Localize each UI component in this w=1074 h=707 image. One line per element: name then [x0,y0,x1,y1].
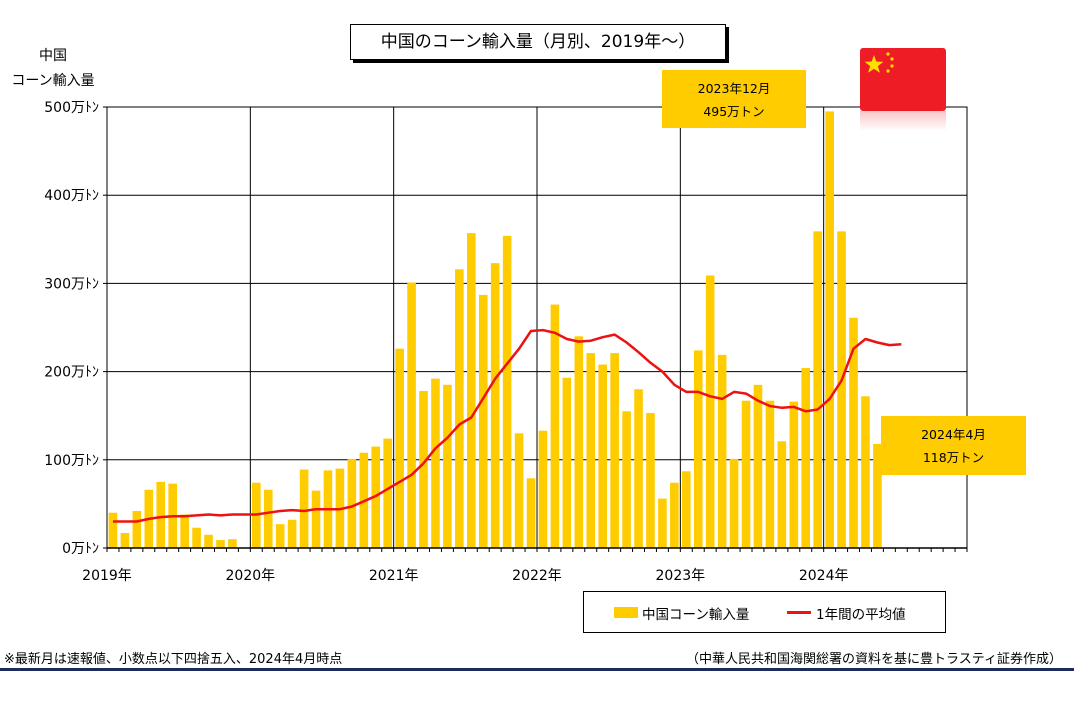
footnote-left: ※最新月は速報値、小数点以下四捨五入、2024年4月時点 [4,652,343,667]
bar [598,364,607,548]
bar [586,353,596,548]
bar [825,111,834,548]
legend-bar-label: 中国コーン輸入量 [642,607,750,623]
bar [717,354,727,548]
bar [646,413,655,548]
bar [741,400,751,548]
callout-latest-date: 2024年4月 [921,427,986,442]
bar [502,235,512,548]
bar [204,534,213,548]
bar [562,377,572,548]
bar [753,384,763,548]
bar [383,438,392,548]
axes [103,106,968,552]
bar [837,231,846,548]
bar [813,231,822,548]
bar [478,294,488,548]
bar-series [108,111,882,548]
y-tick-label: 0万ﾄﾝ [62,541,99,557]
legend: 中国コーン輸入量 1年間の平均値 [583,591,946,633]
bar [729,458,739,548]
bar [120,533,130,548]
bar [873,443,882,548]
bar [275,524,285,548]
callout-peak-date: 2023年12月 [697,81,771,96]
callout-latest-value: 118万トン [922,450,985,465]
bar [263,489,273,548]
callout-peak: 2023年12月 495万トン [662,70,806,128]
y-axis-title-line2: コーン輸入量 [11,73,95,89]
y-tick-label: 100万ﾄﾝ [44,453,99,469]
bar [801,368,811,548]
x-tick-label: 2021年 [369,568,419,584]
bottom-rule [0,668,1074,671]
callout-peak-value: 495万トン [703,104,765,119]
footnote-source: （中華人民共和国海関総署の資料を基に豊トラスティ証券作成） [686,652,1062,667]
bar [132,510,142,548]
bar [287,519,297,548]
bar [156,481,166,548]
bar [849,317,858,548]
bar [705,275,715,548]
china-flag-icon [860,48,946,111]
bar [108,512,118,548]
average-line [113,328,902,523]
x-tick-label: 2019年 [82,568,132,584]
bar [443,384,452,548]
bar [407,282,416,548]
bar [299,469,309,548]
chart-title: 中国のコーン輸入量（月別、2019年～） [350,24,726,60]
x-tick-label: 2020年 [226,568,276,584]
bar [682,471,691,548]
bar [550,304,560,548]
legend-line-label: 1年間の平均値 [816,607,906,623]
bar [419,391,428,548]
bar [526,478,536,548]
bar [670,482,679,548]
bar [180,514,189,548]
bar [395,348,404,548]
x-tick-labels: 2019年 2020年 2021年 2022年 2023年 2024年 [82,568,848,584]
bar [455,269,464,548]
bar [467,233,476,548]
y-tick-labels: 0万ﾄﾝ 100万ﾄﾝ 200万ﾄﾝ 300万ﾄﾝ 400万ﾄﾝ 500万ﾄﾝ [44,100,99,557]
bar [789,401,799,548]
average-line-series [113,328,902,523]
legend-bar-swatch [614,607,638,618]
bar [192,527,201,548]
bar [538,430,548,548]
y-tick-label: 500万ﾄﾝ [44,100,99,116]
bar [610,353,619,548]
x-tick-label: 2024年 [799,568,849,584]
y-tick-label: 400万ﾄﾝ [44,188,99,204]
bar [622,411,631,548]
callout-latest: 2024年4月 118万トン [881,416,1026,475]
bar [514,433,524,548]
bar [634,389,643,548]
y-axis-title-line1: 中国 [39,48,67,64]
y-tick-label: 200万ﾄﾝ [44,365,99,381]
bar [861,396,870,548]
bar [431,378,440,548]
bar [311,490,321,548]
flag-reflection [860,111,946,131]
bar [490,263,500,548]
bar [765,400,775,548]
bar [693,350,703,548]
bar [216,540,225,548]
x-tick-label: 2023年 [656,568,706,584]
bar [777,441,787,548]
legend-line-swatch [787,611,811,614]
y-tick-label: 300万ﾄﾝ [44,276,99,292]
bar [228,539,237,548]
bar [574,336,584,548]
x-tick-label: 2022年 [512,568,562,584]
y-axis-title: 中国 コーン輸入量 [0,44,106,94]
bar [658,498,667,548]
bar [347,458,357,548]
